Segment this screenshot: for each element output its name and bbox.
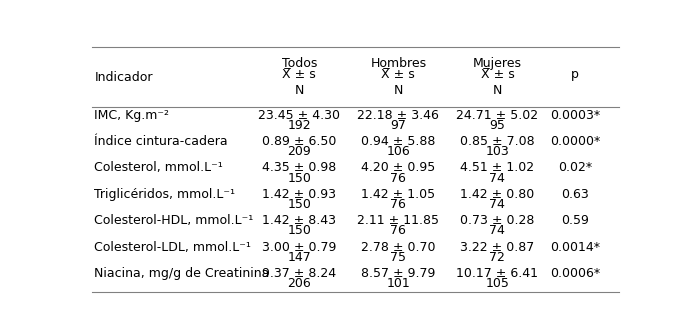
Text: 0.02*: 0.02* [558,162,592,174]
Text: 106: 106 [386,145,410,158]
Text: 0.85 ± 7.08: 0.85 ± 7.08 [460,135,535,148]
Text: 76: 76 [390,171,406,184]
Text: Colesterol-HDL, mmol.L⁻¹: Colesterol-HDL, mmol.L⁻¹ [95,214,254,227]
Text: 150: 150 [287,224,311,237]
Text: 4.35 ± 0.98: 4.35 ± 0.98 [262,162,337,174]
Text: 103: 103 [486,145,509,158]
Text: 147: 147 [287,251,311,264]
Text: 95: 95 [489,119,505,132]
Text: 0.73 ± 0.28: 0.73 ± 0.28 [460,214,535,227]
Text: 4.51 ± 1.02: 4.51 ± 1.02 [460,162,534,174]
Text: 0.0006*: 0.0006* [550,267,600,280]
Text: 74: 74 [489,171,505,184]
Text: Todos: Todos [281,57,317,70]
Text: 97: 97 [390,119,406,132]
Text: 209: 209 [287,145,311,158]
Text: X̅ ± s: X̅ ± s [480,68,514,81]
Text: 4.20 ± 0.95: 4.20 ± 0.95 [361,162,435,174]
Text: 76: 76 [390,224,406,237]
Text: 10.17 ± 6.41: 10.17 ± 6.41 [456,267,538,280]
Text: 75: 75 [390,251,406,264]
Text: Colesterol, mmol.L⁻¹: Colesterol, mmol.L⁻¹ [95,162,223,174]
Text: 150: 150 [287,198,311,211]
Text: N: N [294,84,304,97]
Text: Indicador: Indicador [95,71,153,84]
Text: Niacina, mg/g de Creatinina: Niacina, mg/g de Creatinina [95,267,269,280]
Text: 150: 150 [287,171,311,184]
Text: 74: 74 [489,198,505,211]
Text: 76: 76 [390,198,406,211]
Text: 24.71 ± 5.02: 24.71 ± 5.02 [456,109,538,122]
Text: 0.0003*: 0.0003* [550,109,600,122]
Text: Triglicéridos, mmol.L⁻¹: Triglicéridos, mmol.L⁻¹ [95,188,236,201]
Text: 74: 74 [489,224,505,237]
Text: 192: 192 [287,119,311,132]
Text: 8.57 ± 9.79: 8.57 ± 9.79 [361,267,435,280]
Text: 0.0000*: 0.0000* [550,135,600,148]
Text: 0.63: 0.63 [561,188,589,201]
Text: IMC, Kg.m⁻²: IMC, Kg.m⁻² [95,109,169,122]
Text: 0.0014*: 0.0014* [550,241,600,254]
Text: 0.94 ± 5.88: 0.94 ± 5.88 [361,135,435,148]
Text: 1.42 ± 1.05: 1.42 ± 1.05 [361,188,435,201]
Text: 101: 101 [386,277,410,290]
Text: 3.00 ± 0.79: 3.00 ± 0.79 [262,241,337,254]
Text: 1.42 ± 0.80: 1.42 ± 0.80 [460,188,535,201]
Text: 72: 72 [489,251,505,264]
Text: 206: 206 [287,277,311,290]
Text: N: N [394,84,403,97]
Text: p: p [571,68,579,81]
Text: X̅ ± s: X̅ ± s [283,68,316,81]
Text: 2.78 ± 0.70: 2.78 ± 0.70 [361,241,435,254]
Text: Colesterol-LDL, mmol.L⁻¹: Colesterol-LDL, mmol.L⁻¹ [95,241,252,254]
Text: 0.59: 0.59 [561,214,589,227]
Text: X̅ ± s: X̅ ± s [381,68,415,81]
Text: 9.37 ± 8.24: 9.37 ± 8.24 [262,267,337,280]
Text: Hombres: Hombres [370,57,426,70]
Text: Índice cintura-cadera: Índice cintura-cadera [95,135,228,148]
Text: N: N [493,84,502,97]
Text: 2.11 ± 11.85: 2.11 ± 11.85 [357,214,439,227]
Text: 0.89 ± 6.50: 0.89 ± 6.50 [262,135,337,148]
Text: 1.42 ± 8.43: 1.42 ± 8.43 [263,214,337,227]
Text: Mujeres: Mujeres [473,57,522,70]
Text: 1.42 ± 0.93: 1.42 ± 0.93 [263,188,337,201]
Text: 23.45 ± 4.30: 23.45 ± 4.30 [258,109,340,122]
Text: 22.18 ± 3.46: 22.18 ± 3.46 [357,109,439,122]
Text: 3.22 ± 0.87: 3.22 ± 0.87 [460,241,535,254]
Text: 105: 105 [486,277,509,290]
